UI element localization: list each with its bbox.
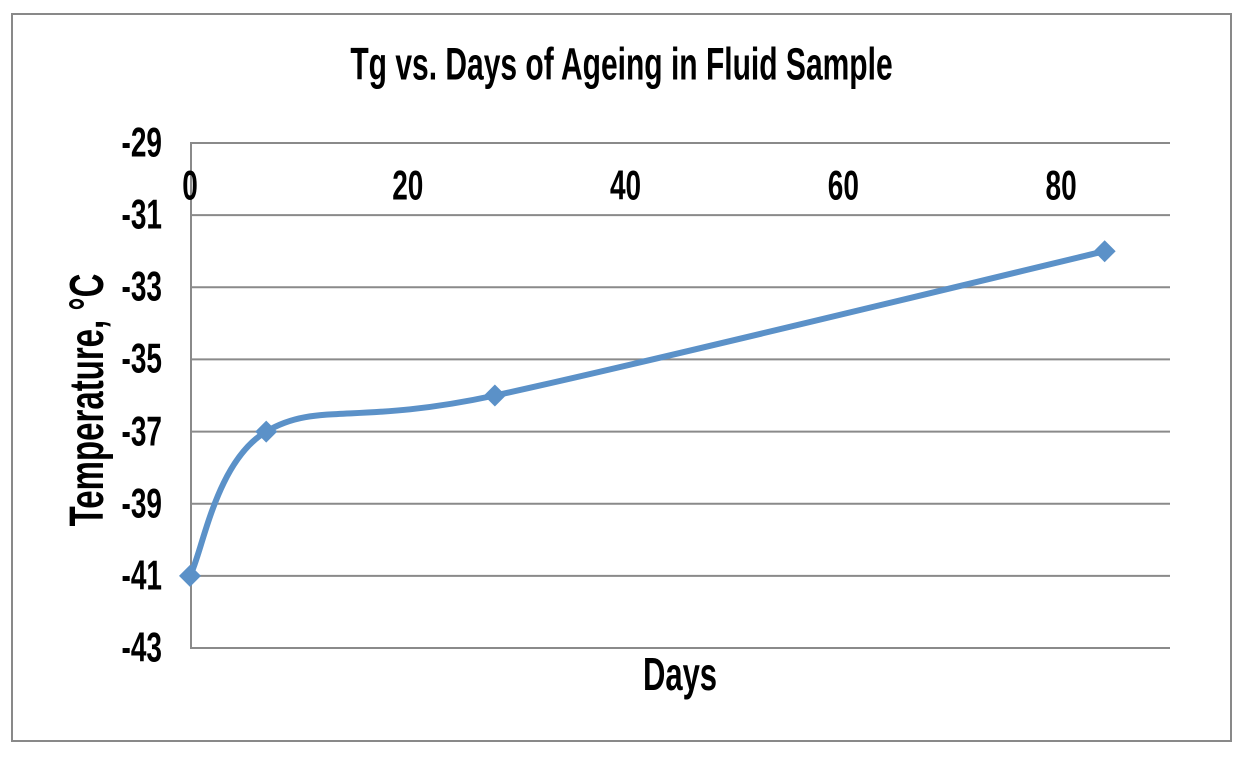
chart-title: Tg vs. Days of Ageing in Fluid Sample <box>350 40 893 91</box>
y-tick-label: -41 <box>121 551 162 599</box>
data-point-marker <box>179 564 201 587</box>
plot-area <box>179 142 1170 649</box>
chart-frame <box>11 13 1232 742</box>
data-series-line <box>187 248 1108 579</box>
y-tick-label: -29 <box>121 119 162 166</box>
y-tick-label: -31 <box>121 191 162 238</box>
y-tick-label: -43 <box>121 624 162 671</box>
y-axis-title: Temperature, °C <box>59 273 114 527</box>
data-point-marker <box>255 420 278 443</box>
x-tick-label: 80 <box>1045 162 1077 209</box>
data-point-marker <box>1093 240 1116 263</box>
x-axis-title: Days <box>642 648 718 701</box>
y-tick-label: -33 <box>121 263 162 310</box>
y-tick-label: -37 <box>121 407 162 455</box>
y-tick-label: -35 <box>121 335 162 382</box>
x-tick-label: 20 <box>392 162 424 209</box>
x-tick-label: 0 <box>182 162 198 209</box>
x-tick-label: 40 <box>609 162 642 209</box>
y-tick-label: -39 <box>121 479 162 527</box>
data-point-marker <box>483 384 506 407</box>
x-tick-label: 60 <box>827 162 859 209</box>
